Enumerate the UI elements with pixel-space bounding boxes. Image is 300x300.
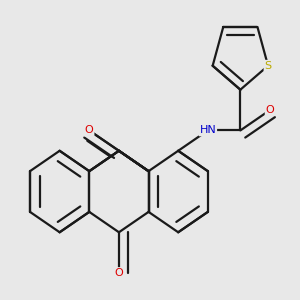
Text: HN: HN	[200, 125, 216, 135]
Text: S: S	[265, 61, 272, 71]
Text: O: O	[85, 125, 94, 135]
Text: O: O	[266, 105, 274, 115]
Text: O: O	[115, 268, 123, 278]
